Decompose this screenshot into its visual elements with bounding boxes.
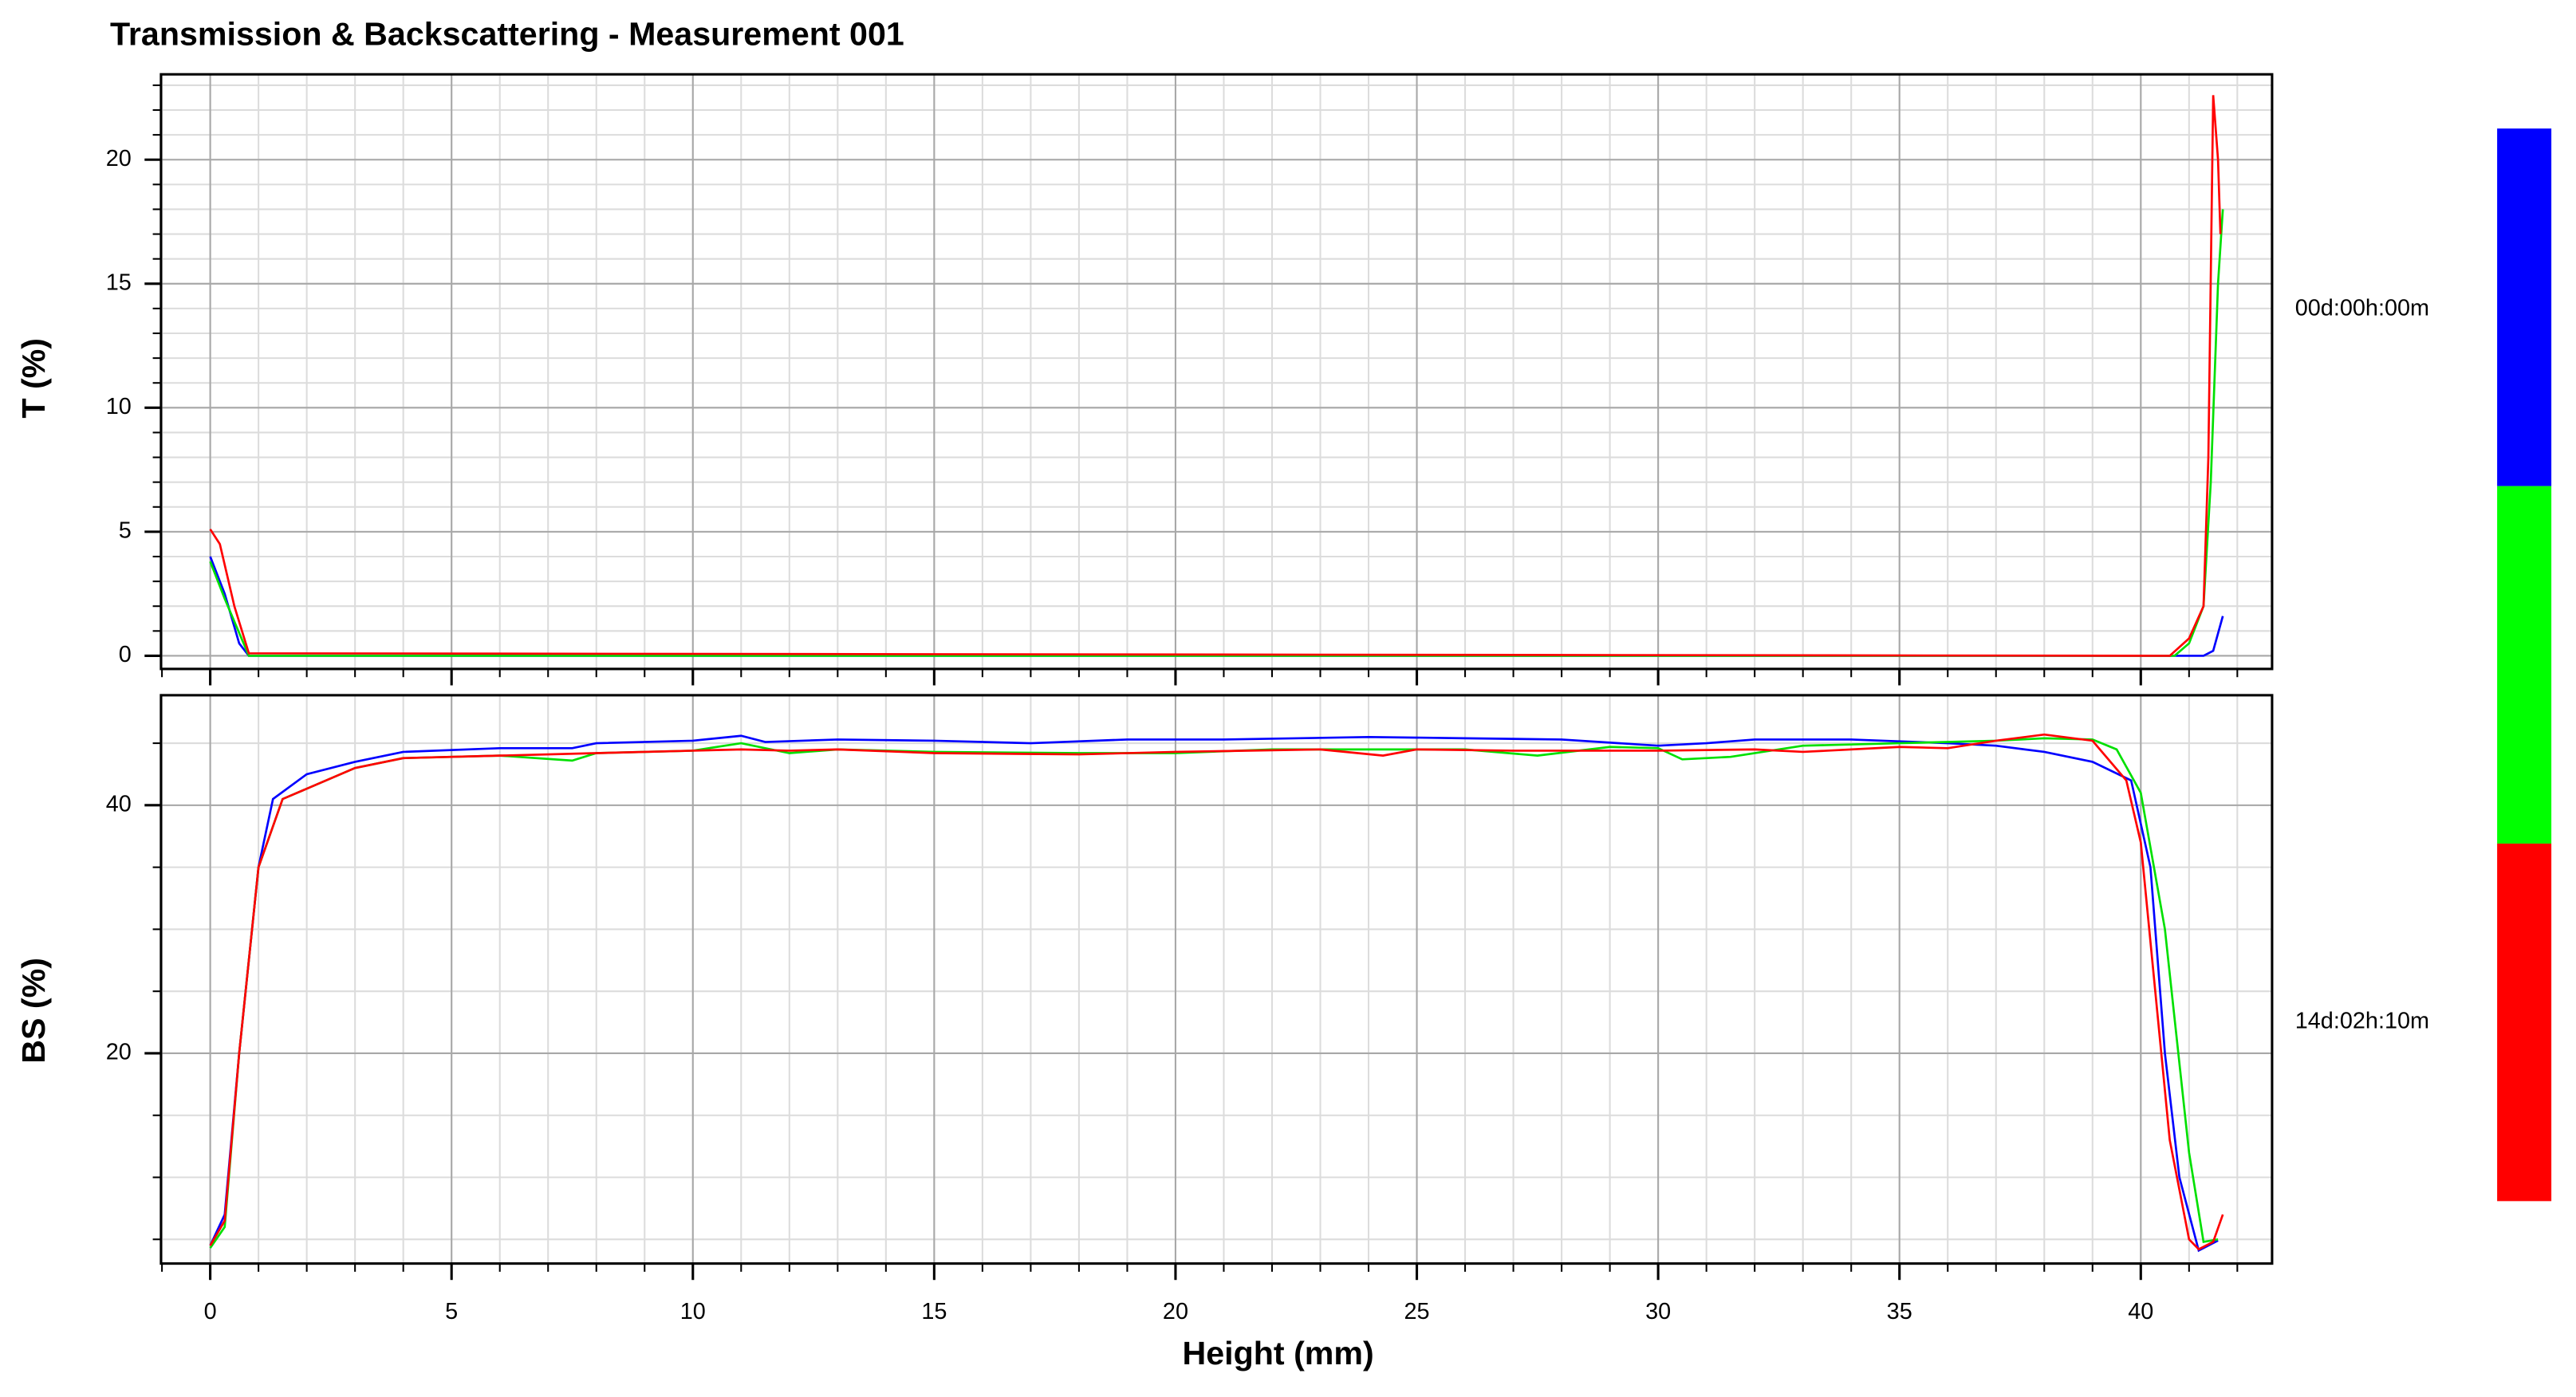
x-axis-label: Height (mm): [1183, 1335, 1374, 1371]
x-tick-label: 0: [204, 1299, 217, 1324]
x-tick-label: 10: [680, 1299, 706, 1324]
y-tick-label: 20: [106, 1040, 132, 1065]
data-line: [209, 733, 2224, 1251]
colorbar-segment: [2497, 128, 2552, 486]
x-tick-label: 35: [1887, 1299, 1912, 1324]
y-tick-label: 0: [119, 642, 132, 667]
plot-area: [209, 733, 2224, 1253]
colorbar-segment: [2497, 843, 2552, 1202]
colorbar-segment: [2497, 486, 2552, 844]
data-line: [209, 95, 2222, 657]
data-line: [209, 209, 2224, 657]
x-tick-label: 30: [1645, 1299, 1671, 1324]
chart-title: Transmission & Backscattering - Measurem…: [110, 16, 904, 53]
data-line: [209, 734, 2219, 1253]
y-tick-label: 5: [119, 517, 132, 543]
colorbar-label: 14d:02h:10m: [2295, 1008, 2429, 1033]
y-axis-label: BS (%): [15, 958, 52, 1064]
x-tick-label: 5: [445, 1299, 458, 1324]
y-tick-label: 20: [106, 146, 132, 171]
x-tick-label: 25: [1404, 1299, 1430, 1324]
x-tick-label: 40: [2128, 1299, 2153, 1324]
colorbar-label: 00d:00h:00m: [2295, 295, 2429, 321]
plot-frame: [160, 694, 2274, 1265]
x-tick-label: 20: [1163, 1299, 1188, 1324]
y-axis-label: T (%): [15, 338, 52, 419]
data-line: [209, 737, 2219, 1249]
y-tick-label: 10: [106, 394, 132, 419]
plot-area: [209, 95, 2224, 657]
plot-frame: [160, 73, 2274, 671]
y-tick-label: 40: [106, 791, 132, 817]
x-tick-label: 15: [921, 1299, 947, 1324]
y-tick-label: 15: [106, 270, 132, 295]
